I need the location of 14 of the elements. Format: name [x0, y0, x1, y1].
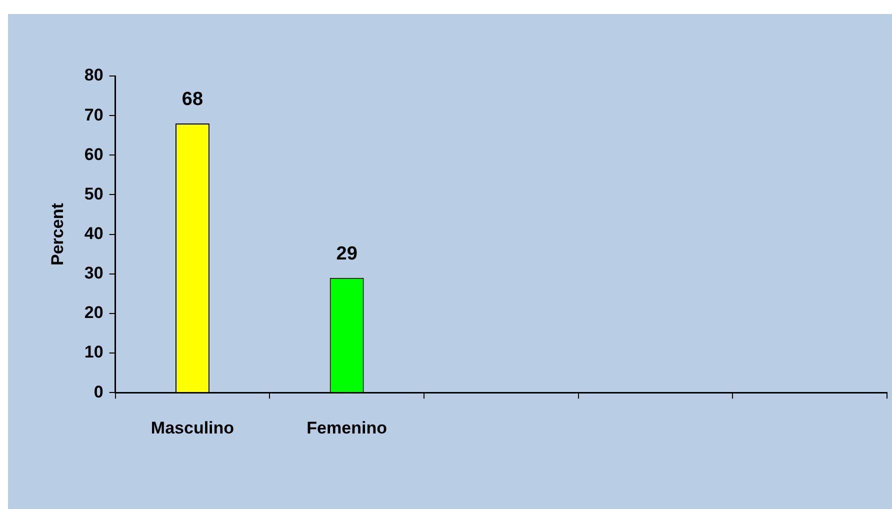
y-tick-label: 80 [84, 66, 104, 85]
data-label: 68 [182, 89, 204, 110]
y-tick-label: 40 [84, 224, 104, 243]
y-tick-label: 0 [94, 382, 104, 402]
y-tick-label: 70 [84, 105, 104, 124]
data-label: 29 [336, 244, 358, 265]
y-axis-title: Percent [48, 202, 67, 266]
x-tick-label: Masculino [150, 418, 234, 438]
y-tick-label: 50 [84, 184, 104, 204]
y-tick-label: 30 [84, 264, 104, 283]
x-tick-label: Femenino [306, 418, 387, 438]
y-tick-label: 60 [84, 144, 104, 164]
y-tick-label: 10 [84, 342, 104, 362]
y-tick-label: 20 [84, 303, 104, 322]
